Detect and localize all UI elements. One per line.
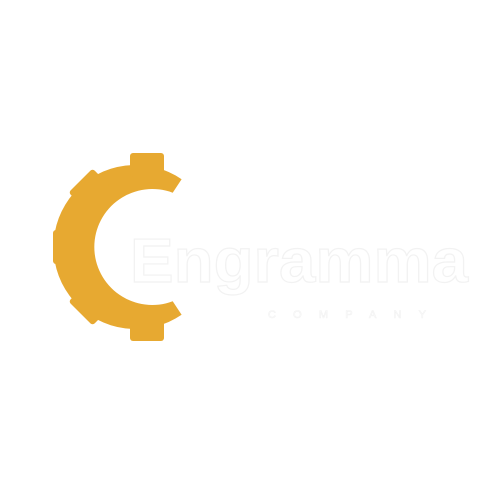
tagline-text: COMPANY — [268, 309, 427, 321]
gear-tooth — [130, 153, 164, 177]
wordmark-text: Engramma — [130, 227, 469, 296]
gear-tooth — [130, 317, 164, 341]
gear-tooth — [69, 169, 109, 209]
gear-icon — [53, 153, 182, 341]
gear-tooth — [69, 285, 109, 325]
gear-tooth — [53, 230, 77, 264]
